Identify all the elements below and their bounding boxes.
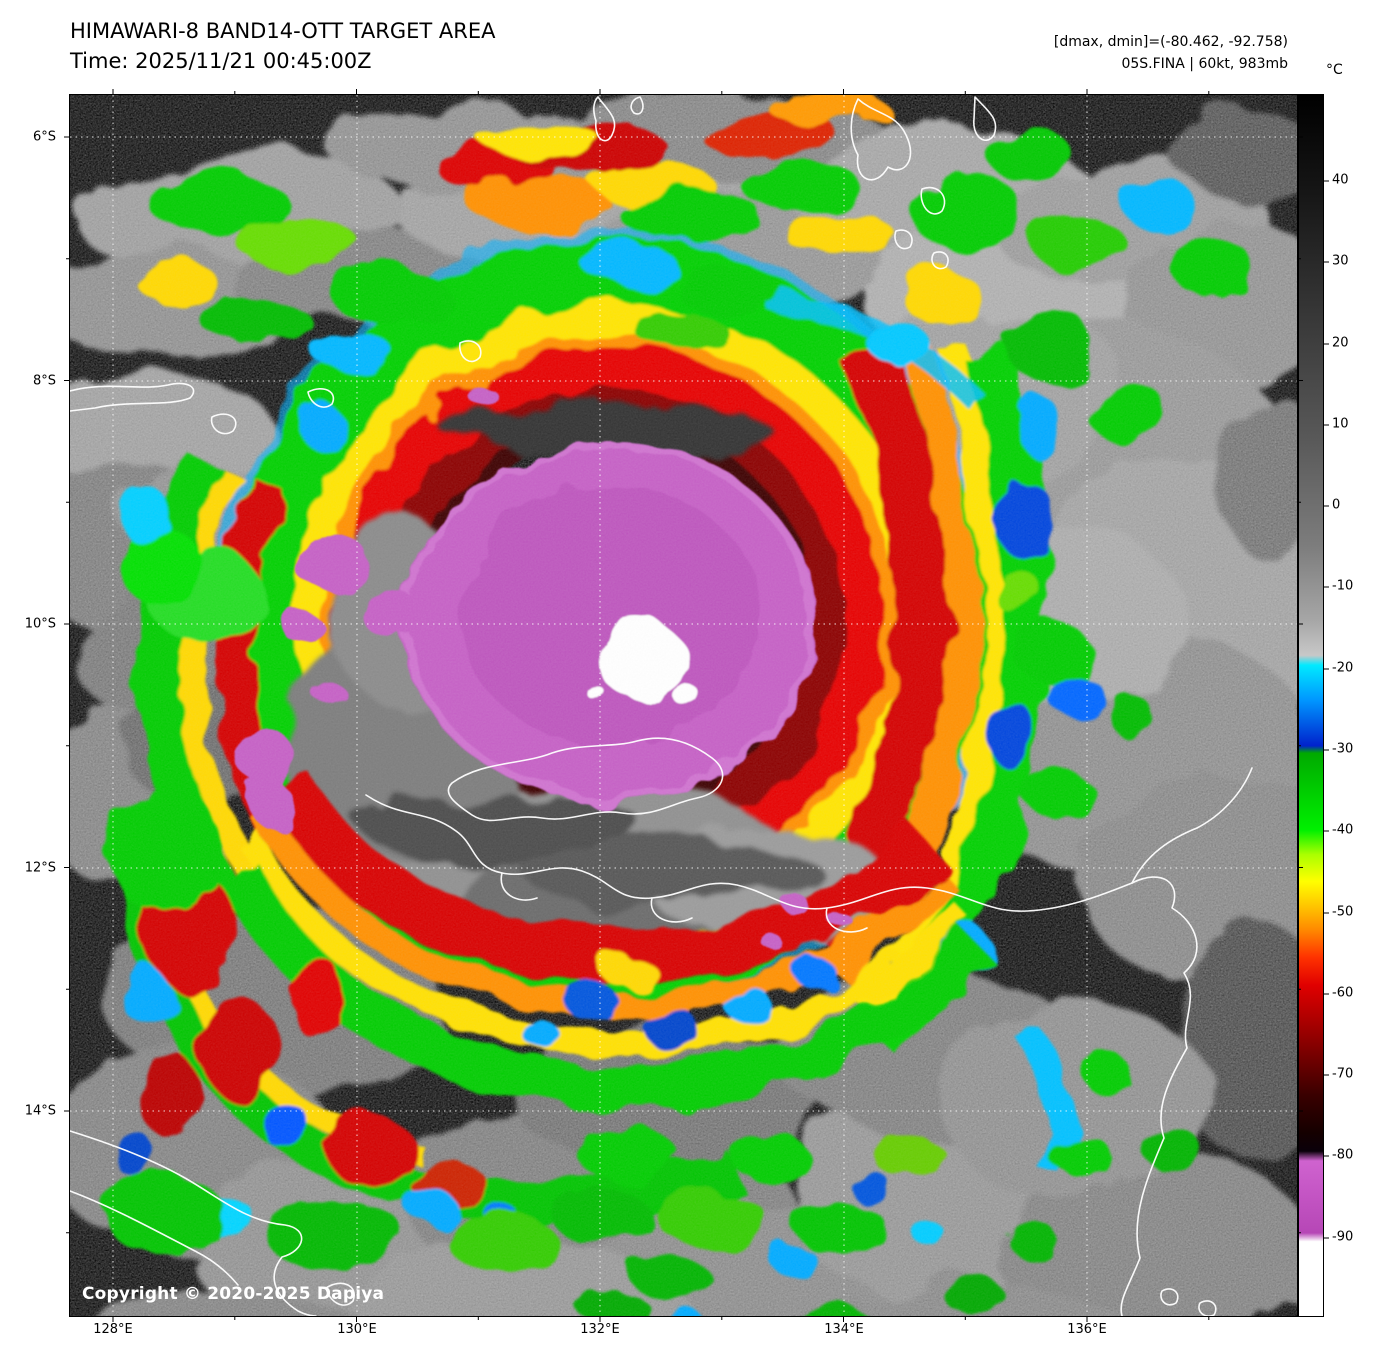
colorbar-tick: -60 xyxy=(1322,985,1354,1001)
dmax-dmin-readout: [dmax, dmin]=(-80.462, -92.758) xyxy=(1053,34,1288,50)
lon-label: 130°E xyxy=(337,1322,377,1337)
colorbar-tick: -70 xyxy=(1322,1066,1354,1082)
colorbar-tick: 40 xyxy=(1323,172,1349,188)
colorbar-tick: 0 xyxy=(1322,497,1341,513)
colorbar-tick: 30 xyxy=(1323,253,1349,269)
meta-block: [dmax, dmin]=(-80.462, -92.758) 05S.FINA… xyxy=(1054,32,1288,75)
colorbar-tick: -50 xyxy=(1322,904,1354,920)
satellite-image xyxy=(70,95,1297,1316)
colorbar-tick: 10 xyxy=(1323,416,1349,432)
longitude-axis: 128°E 130°E 132°E 134°E 136°E xyxy=(70,1322,1297,1344)
colorbar-tick: -40 xyxy=(1322,822,1354,838)
colorbar-tick: -20 xyxy=(1322,660,1354,676)
colorbar-unit-label: °C xyxy=(1326,62,1343,78)
copyright-watermark: Copyright © 2020-2025 Dapiya xyxy=(82,1284,385,1304)
colorbar-tick: 20 xyxy=(1323,335,1349,351)
colorbar-tick: -80 xyxy=(1322,1147,1354,1163)
colorbar-tick: -30 xyxy=(1322,741,1354,757)
lat-label: 6°S xyxy=(32,129,56,145)
lat-label: 14°S xyxy=(24,1103,56,1119)
lat-label: 10°S xyxy=(24,616,56,632)
lon-label: 132°E xyxy=(580,1322,620,1337)
lon-label: 136°E xyxy=(1067,1322,1107,1337)
lat-label: 12°S xyxy=(24,860,56,876)
lon-label: 134°E xyxy=(824,1322,864,1337)
satellite-map: Copyright © 2020-2025 Dapiya xyxy=(70,95,1297,1316)
temperature-colorbar xyxy=(1298,94,1324,1317)
lat-label: 8°S xyxy=(32,373,56,389)
colorbar-tick-labels: 40 30 20 10 0 -10 -20 -30 -40 -50 -60 -7… xyxy=(1322,95,1386,1316)
page-title: HIMAWARI-8 BAND14-OTT TARGET AREA xyxy=(70,19,496,43)
title-block: HIMAWARI-8 BAND14-OTT TARGET AREA Time: … xyxy=(70,16,496,77)
colorbar-tick: -10 xyxy=(1322,578,1354,594)
storm-status: 05S.FINA | 60kt, 983mb xyxy=(1121,55,1288,72)
lon-label: 128°E xyxy=(93,1322,133,1337)
colorbar-tick: -90 xyxy=(1322,1229,1354,1245)
latitude-axis: 6°S 8°S 10°S 12°S 14°S xyxy=(0,95,64,1316)
timestamp: Time: 2025/11/21 00:45:00Z xyxy=(70,49,372,74)
